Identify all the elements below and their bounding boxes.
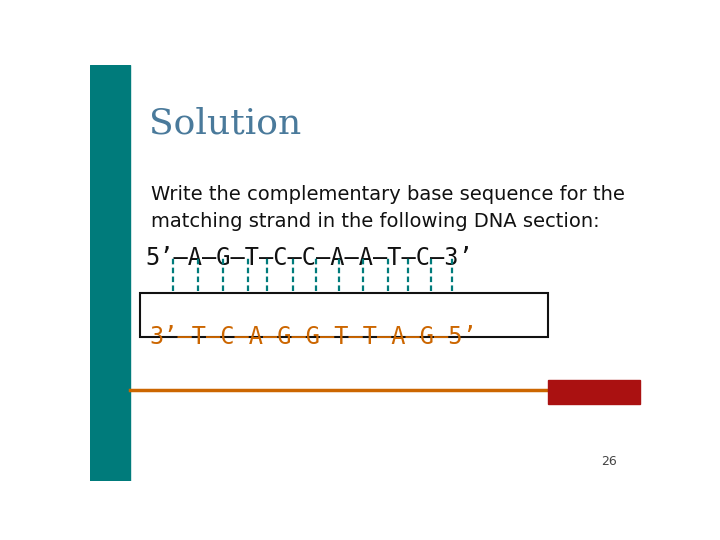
Text: 5’—A—G—T—C—C—A—A—T—C—3’: 5’—A—G—T—C—C—A—A—T—C—3’ — [145, 246, 474, 269]
Text: Solution: Solution — [148, 106, 301, 140]
Text: Write the complementary base sequence for the: Write the complementary base sequence fo… — [151, 185, 625, 204]
Text: matching strand in the following DNA section:: matching strand in the following DNA sec… — [151, 212, 600, 232]
Text: 26: 26 — [601, 455, 617, 468]
Bar — [140, 294, 547, 337]
Text: 3’—T—C—A—G—G—T—T—A—G—5’: 3’—T—C—A—G—G—T—T—A—G—5’ — [150, 325, 477, 349]
Bar — [90, 65, 130, 481]
Bar — [547, 380, 639, 404]
